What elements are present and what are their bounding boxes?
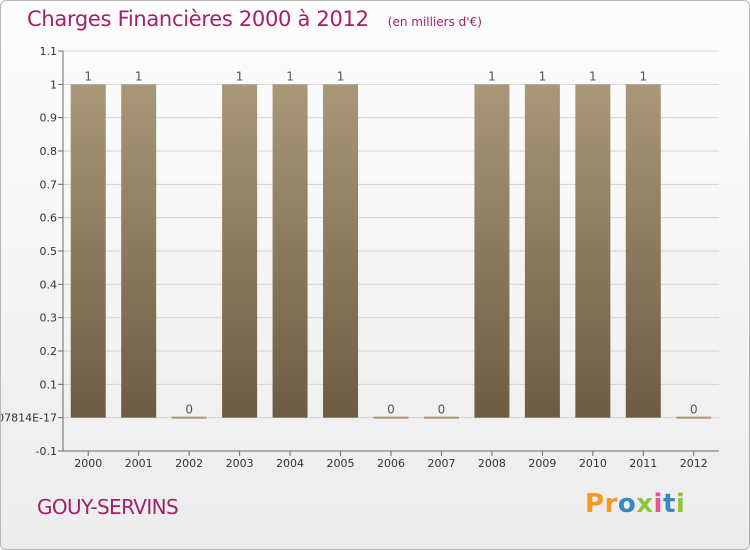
bar <box>373 416 409 419</box>
data-label: 0 <box>387 403 395 417</box>
title-row: Charges Financières 2000 à 2012 (en mill… <box>27 7 482 31</box>
chart-title: Charges Financières 2000 à 2012 <box>27 7 369 31</box>
data-label: 1 <box>539 69 547 83</box>
data-label: 0 <box>690 403 698 417</box>
y-tick-label: 0.3 <box>40 312 58 325</box>
bar <box>70 84 106 418</box>
place-name: GOUY-SERVINS <box>37 495 179 519</box>
logo-letter: i <box>653 489 663 519</box>
x-tick-label: 2001 <box>125 457 153 470</box>
data-label: 1 <box>488 69 496 83</box>
bar <box>423 416 459 419</box>
x-tick-label: 2006 <box>377 457 405 470</box>
x-tick-label: 2011 <box>629 457 657 470</box>
bar <box>625 84 661 418</box>
data-label: 1 <box>236 69 244 83</box>
x-tick-label: 2005 <box>327 457 355 470</box>
y-tick-label: 1 <box>50 78 57 91</box>
x-tick-label: 2003 <box>226 457 254 470</box>
gridlines <box>63 50 719 452</box>
x-tick-label: 2000 <box>74 457 102 470</box>
data-label: 0 <box>185 403 193 417</box>
chart-subtitle: (en milliers d'€) <box>387 15 482 29</box>
bar <box>323 84 359 418</box>
y-tick-label: -0.1 <box>36 445 57 458</box>
y-tick-label: 0.1 <box>40 378 58 391</box>
y-tick-label: 0.5 <box>40 245 58 258</box>
bar <box>171 416 207 419</box>
y-tick-label: 1.1 <box>40 45 58 58</box>
x-tick-label: 2004 <box>276 457 304 470</box>
proxiti-logo[interactable]: Proxiti <box>585 489 685 519</box>
axes <box>58 50 719 456</box>
x-tick-label: 2009 <box>528 457 556 470</box>
logo-letter: i <box>675 489 686 519</box>
bar <box>222 84 258 418</box>
data-label: 1 <box>135 69 143 83</box>
data-label: 1 <box>84 69 92 83</box>
bar <box>272 84 308 418</box>
data-label: 1 <box>639 69 647 83</box>
logo-letter: t <box>662 489 676 519</box>
x-tick-label: 2008 <box>478 457 506 470</box>
y-tick-label: 0.8 <box>40 145 58 158</box>
data-label: 1 <box>286 69 294 83</box>
logo-letter: P <box>585 489 605 519</box>
y-tick-label: 0.2 <box>40 345 58 358</box>
y-tick-label: 0.9 <box>40 112 58 125</box>
bars <box>70 84 712 419</box>
y-tick-label: 1.3877787807814E-17 <box>1 412 57 425</box>
y-tick-label: 0.7 <box>40 178 58 191</box>
labels: -0.1 1.3877787807814E-17 0.1 0.2 0.3 0.4 0.5 0.… <box>1 45 708 470</box>
x-tick-label: 2007 <box>427 457 455 470</box>
y-tick-label: 0.6 <box>40 212 58 225</box>
x-tick-label: 2002 <box>175 457 203 470</box>
y-tick-label: 0.4 <box>40 278 58 291</box>
logo-letter: r <box>604 489 618 519</box>
data-label: 1 <box>589 69 597 83</box>
bar <box>474 84 510 418</box>
bar <box>676 416 712 419</box>
data-label: 0 <box>438 403 446 417</box>
bar <box>524 84 560 418</box>
bar <box>121 84 157 418</box>
logo-letter: o <box>617 489 637 519</box>
bar <box>575 84 611 418</box>
x-tick-label: 2012 <box>680 457 708 470</box>
x-tick-label: 2010 <box>579 457 607 470</box>
logo-letter: x <box>636 489 654 519</box>
data-label: 1 <box>337 69 345 83</box>
